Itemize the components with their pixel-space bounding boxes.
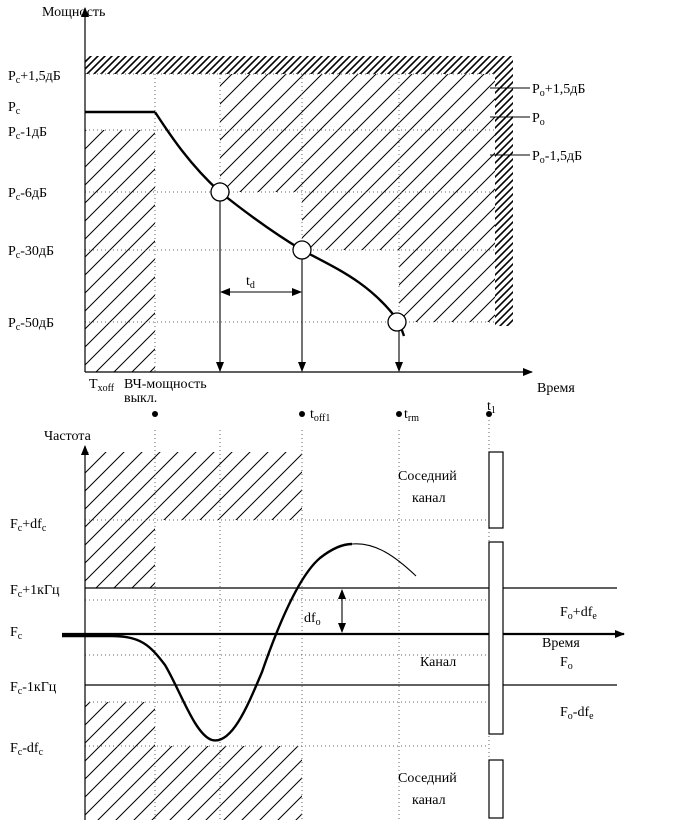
frequency-chart: Частота Время Fc+dfc Fc+1кГц Fc Fc-1кГц …: [10, 420, 625, 820]
label-rf-off-1: ВЧ-мощность: [124, 377, 207, 392]
point-50db: [387, 312, 407, 332]
label-fc: Fc: [10, 625, 23, 642]
neighbor-channel-top-box: [488, 451, 504, 529]
top-dense-hatch-band: [85, 56, 513, 74]
label-fc-plus-df: Fc+dfc: [10, 517, 47, 534]
label-pc-plus: Pc+1,5дБ: [8, 69, 61, 86]
label-fo-plus: Fo+dfe: [560, 605, 597, 622]
label-trm: trm: [404, 407, 419, 424]
label-channel: Канал: [420, 655, 456, 670]
lower-hatch-zone: [399, 250, 495, 322]
freq-upper-hatch: [85, 452, 302, 520]
power-chart: Мощность Время Pc+1,5дБ Pc Pc-1дБ Pc-6дБ…: [8, 5, 585, 424]
point-30db: [292, 240, 312, 260]
label-pc-m50: Pc-50дБ: [8, 316, 54, 333]
frequency-curve-tail: [351, 543, 417, 577]
label-rf-off-2: выкл.: [124, 391, 157, 406]
freq-left-lower-hatch: [85, 702, 155, 746]
label-po-minus: Po-1,5дБ: [532, 149, 582, 166]
label-po-plus: Po+1,5дБ: [532, 82, 585, 99]
top-y-title: Мощность: [42, 5, 105, 20]
left-hatch-zone: [85, 130, 155, 372]
label-dfo: dfo: [304, 611, 321, 628]
label-po: Po: [532, 111, 545, 128]
label-fc-minus-df: Fc-dfc: [10, 741, 44, 758]
freq-left-upper-hatch: [85, 520, 155, 588]
label-fc-plus-1k: Fc+1кГц: [10, 583, 60, 600]
freq-lower-hatch: [85, 746, 302, 820]
label-txoff: Txoff: [89, 377, 115, 394]
label-toff1: toff1: [310, 407, 330, 424]
label-fo-minus: Fo-dfe: [560, 705, 594, 722]
point-6db: [210, 182, 230, 202]
top-x-title: Время: [537, 381, 575, 396]
frequency-curve: [62, 542, 353, 742]
label-t1: t1: [487, 399, 496, 416]
upper-hatch-zone: [220, 74, 495, 192]
time-markers: [152, 411, 492, 417]
neighbor-channel-bottom-box: [488, 759, 504, 819]
label-neighbor-top-2: канал: [412, 491, 446, 506]
label-neighbor-bot-2: канал: [412, 793, 446, 808]
channel-box: [488, 541, 504, 735]
label-pc-m1: Pc-1дБ: [8, 125, 47, 142]
bottom-y-title: Частота: [44, 429, 92, 444]
label-pc-m30: Pc-30дБ: [8, 244, 54, 261]
bottom-x-title: Время: [542, 636, 580, 651]
right-dense-hatch-band: [495, 74, 513, 326]
label-pc-m6: Pc-6дБ: [8, 186, 47, 203]
label-pc: Pc: [8, 100, 21, 117]
power-decay-curve: [153, 111, 406, 337]
label-neighbor-top-1: Соседний: [398, 469, 457, 484]
label-fo: Fo: [560, 655, 573, 672]
label-fc-minus-1k: Fc-1кГц: [10, 680, 57, 697]
middle-hatch-zone: [302, 192, 495, 250]
label-td: td: [246, 274, 255, 291]
label-neighbor-bot-1: Соседний: [398, 771, 457, 786]
